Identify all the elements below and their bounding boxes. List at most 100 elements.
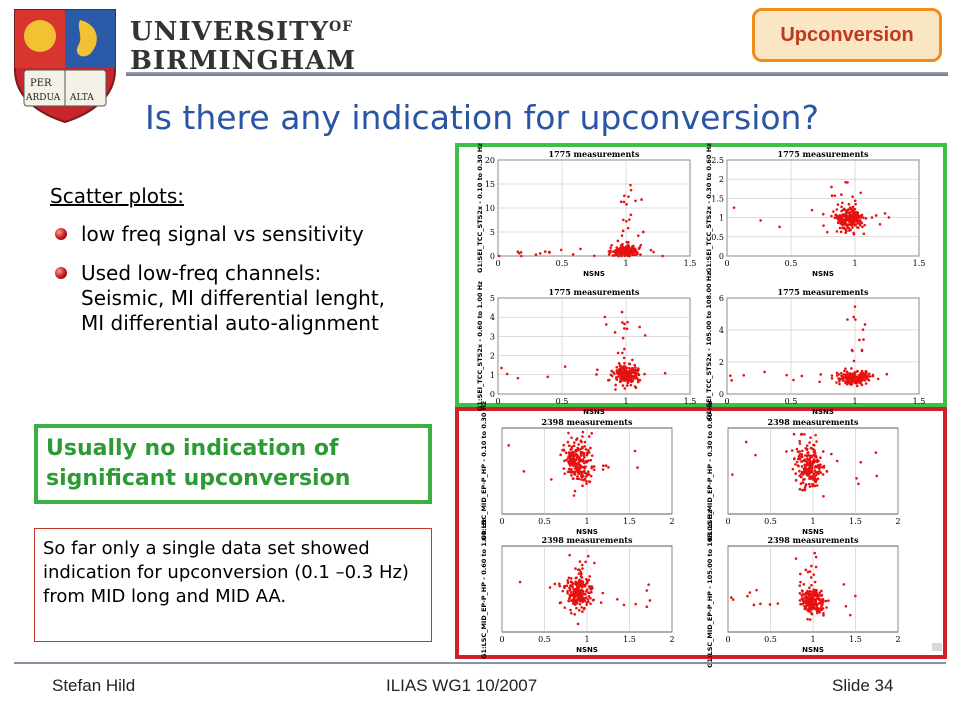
y-axis-label: G1:SEI_TCC_STS2x - 0.30 to 0.60 Hz bbox=[705, 143, 713, 273]
data-point bbox=[579, 570, 583, 574]
scroll-handle bbox=[932, 643, 942, 651]
data-point bbox=[849, 375, 852, 378]
data-point bbox=[815, 609, 819, 613]
data-point bbox=[864, 382, 868, 385]
data-point bbox=[842, 583, 846, 586]
y-tick-label: 0 bbox=[719, 390, 724, 399]
data-point bbox=[586, 598, 589, 601]
data-point bbox=[585, 581, 588, 585]
data-point bbox=[804, 595, 808, 598]
data-point bbox=[639, 253, 642, 256]
data-point bbox=[643, 334, 647, 337]
data-point bbox=[870, 216, 874, 219]
data-point bbox=[843, 369, 846, 373]
data-point bbox=[575, 606, 578, 610]
data-point bbox=[584, 459, 587, 463]
data-point bbox=[579, 247, 582, 251]
data-point bbox=[858, 221, 861, 225]
data-point bbox=[803, 433, 806, 436]
x-tick-label: 0.5 bbox=[538, 517, 551, 526]
data-point bbox=[856, 222, 859, 225]
data-point bbox=[815, 478, 819, 481]
data-point bbox=[579, 450, 583, 454]
data-point bbox=[572, 464, 575, 468]
data-point bbox=[844, 220, 847, 223]
data-point bbox=[585, 601, 589, 604]
data-point bbox=[817, 607, 820, 610]
x-tick-label: 0.5 bbox=[538, 635, 551, 644]
data-point bbox=[844, 180, 847, 184]
data-point bbox=[816, 458, 819, 462]
data-point bbox=[633, 449, 637, 453]
data-point bbox=[821, 212, 825, 216]
data-point bbox=[805, 592, 808, 596]
data-point bbox=[567, 431, 570, 435]
plot-title: 2398 measurements bbox=[768, 417, 859, 427]
data-point bbox=[860, 378, 863, 382]
data-point bbox=[798, 439, 801, 443]
data-point bbox=[616, 248, 619, 251]
data-point bbox=[815, 484, 819, 487]
data-point bbox=[799, 580, 802, 584]
data-point bbox=[798, 599, 802, 602]
data-point bbox=[805, 462, 809, 466]
data-point bbox=[634, 253, 638, 257]
data-point bbox=[566, 581, 570, 585]
data-point bbox=[634, 374, 638, 378]
data-point bbox=[629, 249, 633, 253]
data-point bbox=[580, 589, 584, 592]
data-point bbox=[631, 358, 634, 362]
data-point bbox=[800, 589, 804, 592]
data-point bbox=[579, 597, 583, 601]
data-point bbox=[563, 365, 567, 368]
x-tick-label: 0 bbox=[499, 517, 504, 526]
data-point bbox=[827, 599, 830, 602]
data-point bbox=[810, 601, 814, 605]
data-point bbox=[811, 466, 814, 470]
data-point bbox=[830, 194, 834, 198]
data-point bbox=[853, 211, 857, 214]
data-point bbox=[543, 250, 547, 253]
data-point bbox=[583, 455, 586, 459]
data-point bbox=[800, 593, 804, 596]
data-point bbox=[577, 443, 580, 446]
y-axis-label: G1:SEI_TCC_STS2x - 0.10 to 0.30 Hz bbox=[476, 143, 484, 273]
data-point bbox=[798, 450, 802, 453]
data-point bbox=[863, 323, 867, 326]
data-point bbox=[563, 584, 566, 588]
data-point bbox=[622, 366, 625, 370]
data-point bbox=[569, 467, 573, 471]
data-point bbox=[794, 557, 798, 560]
header-divider bbox=[126, 72, 948, 76]
data-point bbox=[587, 459, 590, 462]
data-point bbox=[562, 443, 565, 447]
data-point bbox=[800, 455, 803, 459]
y-tick-label: 0.5 bbox=[711, 233, 724, 242]
data-point bbox=[812, 472, 816, 475]
data-point bbox=[858, 338, 861, 342]
data-point bbox=[610, 369, 613, 373]
data-point bbox=[816, 595, 820, 599]
data-point bbox=[616, 239, 620, 243]
data-point bbox=[878, 222, 882, 226]
data-point bbox=[613, 372, 616, 375]
data-point bbox=[857, 216, 861, 220]
data-point bbox=[627, 367, 631, 370]
data-point bbox=[864, 217, 868, 220]
data-point bbox=[801, 602, 804, 606]
data-point bbox=[576, 449, 579, 452]
data-point bbox=[812, 478, 816, 482]
data-point bbox=[580, 478, 583, 481]
data-point bbox=[631, 253, 634, 256]
university-line1: UNIVERSITY bbox=[130, 17, 330, 47]
data-point bbox=[845, 370, 849, 374]
data-point bbox=[519, 250, 523, 254]
data-point bbox=[839, 215, 842, 219]
data-point bbox=[819, 463, 822, 466]
data-point bbox=[619, 200, 623, 204]
data-point bbox=[592, 254, 596, 258]
data-point bbox=[811, 448, 815, 451]
data-point bbox=[798, 469, 801, 473]
data-point bbox=[806, 451, 809, 455]
data-point bbox=[584, 578, 588, 581]
